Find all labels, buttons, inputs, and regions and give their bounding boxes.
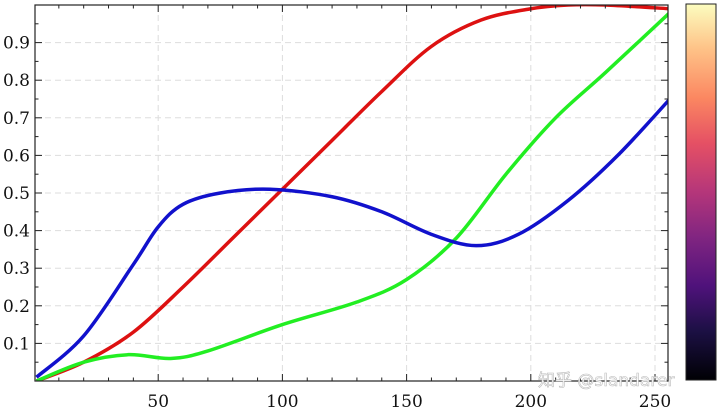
y-tick-label: 0.6	[3, 146, 30, 166]
y-tick-label: 0.9	[3, 34, 30, 54]
watermark: 知乎 @slandarer	[538, 371, 674, 391]
y-axis-labels: 0.1 0.2 0.3 0.4 0.5 0.6 0.7 0.8 0.9	[3, 34, 30, 355]
y-tick-label: 0.8	[3, 71, 30, 91]
x-tick-label: 50	[147, 392, 169, 411]
x-tick-label: 200	[515, 392, 547, 411]
colorbar	[685, 3, 717, 381]
grid-lines	[35, 5, 668, 381]
series-line-green	[35, 11, 668, 381]
data-lines	[35, 5, 668, 381]
y-tick-label: 0.5	[3, 184, 30, 204]
y-tick-label: 0.1	[3, 334, 30, 354]
x-tick-label: 150	[390, 392, 422, 411]
y-tick-label: 0.3	[3, 259, 30, 279]
axis-ticks	[35, 5, 668, 381]
x-tick-label: 250	[639, 392, 671, 411]
y-tick-label: 0.7	[3, 109, 30, 129]
series-line-blue	[35, 98, 668, 379]
x-tick-label: 100	[266, 392, 298, 411]
x-axis-labels: 50 100 150 200 250	[147, 392, 671, 411]
y-tick-label: 0.4	[3, 222, 30, 242]
y-tick-label: 0.2	[3, 297, 30, 317]
